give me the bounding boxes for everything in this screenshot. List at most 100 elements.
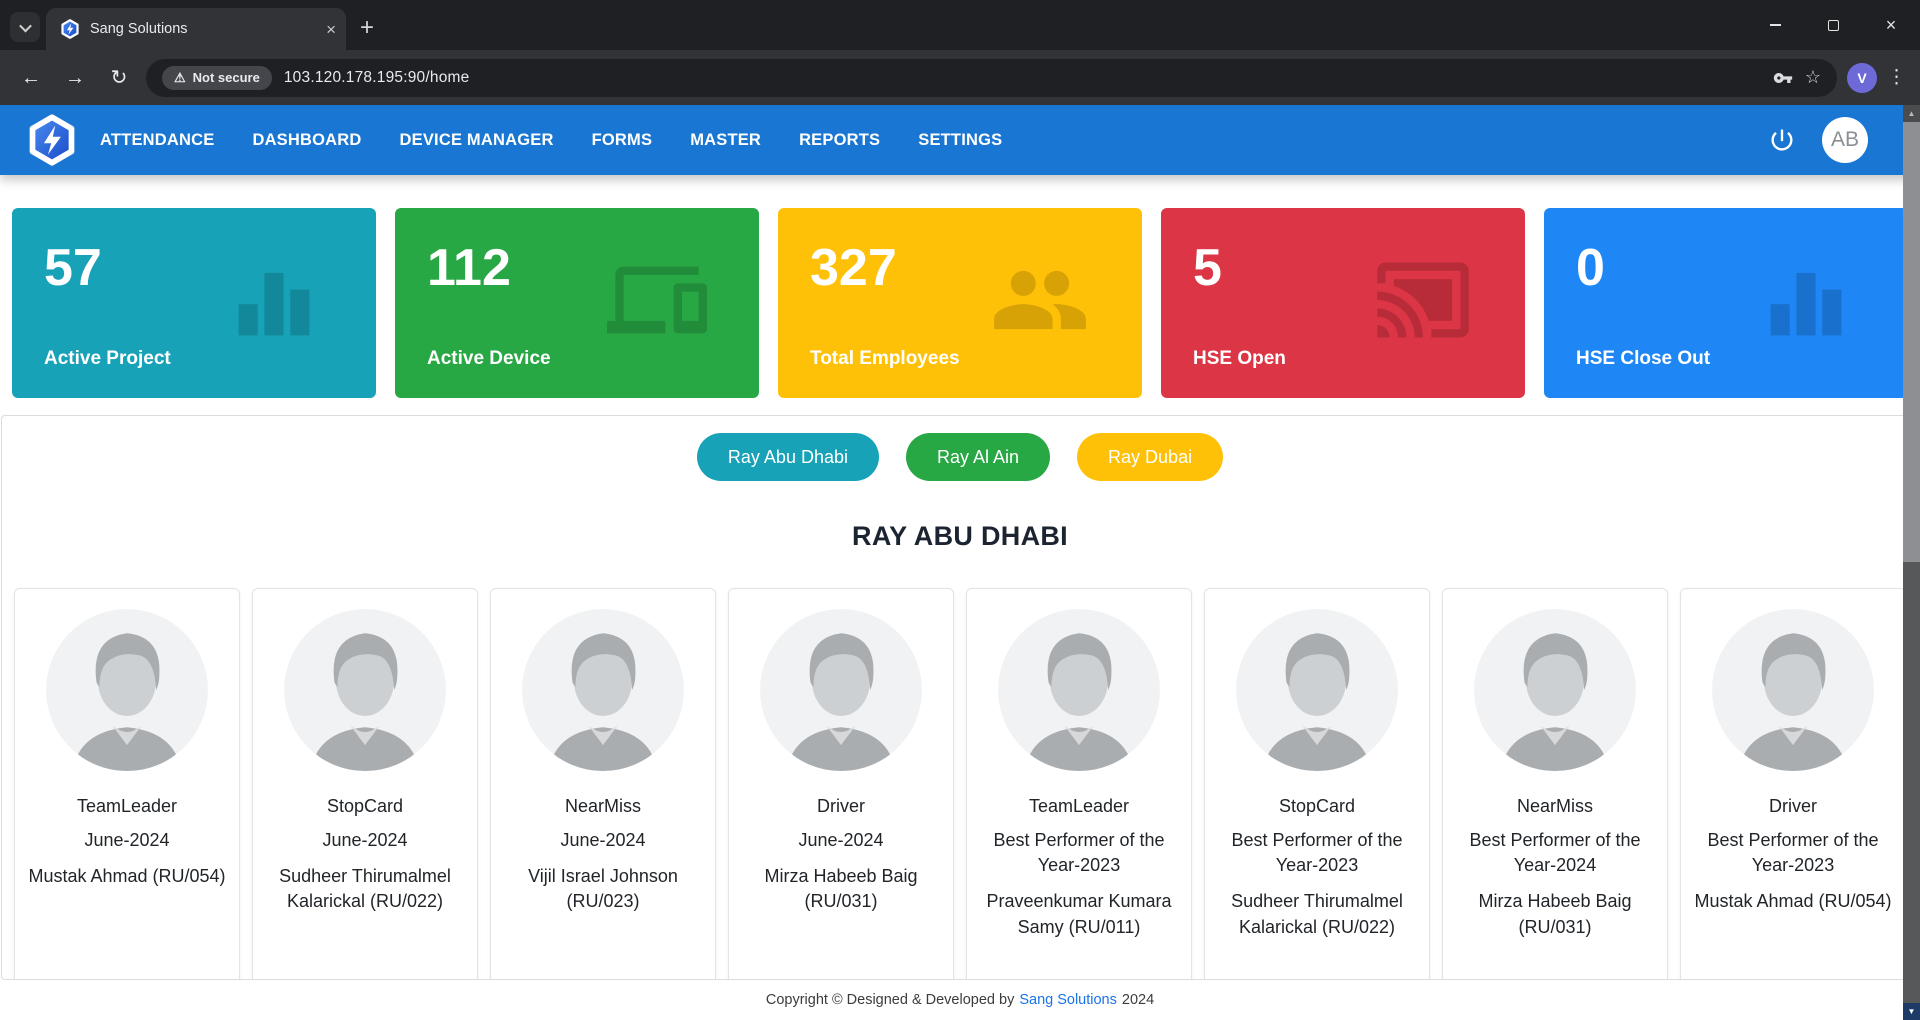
section-title: RAY ABU DHABI [852, 521, 1068, 551]
app-navbar: ATTENDANCE DASHBOARD DEVICE MANAGER FORMS MA… [0, 105, 1920, 175]
employee-card: StopCard Best Performer of the Year-2023… [1204, 588, 1430, 979]
employee-award-period: Best Performer of the Year-2024 [1469, 830, 1641, 876]
stat-value: 57 [44, 239, 102, 297]
tab-search-button[interactable] [10, 12, 40, 42]
employee-award-period: Best Performer of the Year-2023 [1707, 830, 1879, 876]
employee-card: Driver Best Performer of the Year-2023 M… [1680, 588, 1906, 979]
stat-value: 0 [1576, 239, 1605, 297]
scrollbar-thumb[interactable] [1903, 122, 1920, 562]
location-button[interactable]: Ray Al Ain [905, 433, 1051, 481]
employee-award-type: StopCard [326, 796, 404, 816]
reload-button[interactable]: ↻ [102, 61, 136, 95]
stat-card: 327 Total Employees [778, 208, 1142, 398]
stat-card: 5 HSE Open [1161, 208, 1525, 398]
person-placeholder-icon [1236, 609, 1398, 771]
employee-award-period: June-2024 [322, 830, 408, 850]
tab-title: Sang Solutions [90, 21, 188, 37]
scroll-up-arrow-icon[interactable]: ▲ [1903, 105, 1920, 122]
stat-card-icon [1373, 250, 1473, 350]
stat-card-icon [224, 250, 324, 350]
employee-award-period: Best Performer of the Year-2023 [1231, 830, 1403, 876]
stat-value: 327 [810, 239, 897, 297]
app-menu: ATTENDANCE DASHBOARD DEVICE MANAGER FORMS MA… [100, 131, 1002, 150]
page-scrollbar[interactable]: ▲ ▼ [1903, 105, 1920, 1020]
window-controls: × [1746, 0, 1920, 50]
employee-name: Sudheer Thirumalmel Kalarickal (RU/022) [279, 866, 451, 912]
employee-card: TeamLeader Best Performer of the Year-20… [966, 588, 1192, 979]
stat-label: Active Project [44, 348, 171, 369]
dashboard-panel: Ray Abu Dhabi Ray Al Ain Ray Dubai RAY ABU… [1, 415, 1919, 980]
employee-award-period: June-2024 [84, 830, 170, 850]
browser-profile-avatar[interactable]: V [1847, 62, 1877, 93]
chevron-down-icon [18, 19, 32, 32]
nav-menu-item[interactable]: FORMS [591, 130, 653, 149]
employee-name: Vijil Israel Johnson (RU/023) [528, 866, 678, 912]
back-button[interactable]: ← [14, 61, 48, 95]
person-placeholder-icon [522, 609, 684, 771]
stat-card: 0 HSE Close Out [1544, 208, 1908, 398]
browser-tab[interactable]: Sang Solutions × [46, 8, 346, 50]
stat-label: HSE Open [1193, 348, 1286, 369]
url-bar[interactable]: ⚠ Not secure 103.120.178.195:90/home ☆ [146, 58, 1837, 97]
stat-card-icon [990, 250, 1090, 350]
logout-power-icon[interactable] [1768, 126, 1796, 154]
password-key-icon[interactable] [1773, 68, 1793, 88]
employee-award-type: NearMiss [564, 796, 641, 816]
security-badge-label: Not secure [192, 70, 260, 85]
employee-card: TeamLeader June-2024 Mustak Ahmad (RU/05… [14, 588, 240, 979]
minimize-button[interactable] [1746, 0, 1804, 50]
minimize-icon [1769, 24, 1781, 26]
stat-value: 5 [1193, 239, 1222, 297]
nav-menu-item[interactable]: MASTER [690, 130, 762, 149]
employee-award-period: June-2024 [560, 830, 646, 850]
page-footer: Copyright © Designed & Developed by Sang… [0, 980, 1920, 1020]
employee-cards: TeamLeader June-2024 Mustak Ahmad (RU/05… [2, 588, 1918, 979]
employee-card: StopCard June-2024 Sudheer Thirumalmel K… [252, 588, 478, 979]
employee-name: Mirza Habeeb Baig (RU/031) [1478, 891, 1632, 937]
stat-card-icon [1756, 250, 1856, 350]
forward-button[interactable]: → [58, 61, 92, 95]
employee-award-type: TeamLeader [1028, 796, 1130, 816]
location-buttons: Ray Abu Dhabi Ray Al Ain Ray Dubai [2, 433, 1918, 481]
nav-menu-item[interactable]: REPORTS [799, 130, 881, 149]
site-favicon-icon [61, 19, 79, 39]
security-badge[interactable]: ⚠ Not secure [162, 65, 272, 90]
browser-menu-icon[interactable]: ⋮ [1887, 67, 1906, 88]
stat-label: Active Device [427, 348, 551, 369]
close-button[interactable]: × [1862, 0, 1920, 50]
nav-menu-item[interactable]: SETTINGS [918, 130, 1003, 149]
new-tab-button[interactable]: + [360, 14, 375, 41]
location-button[interactable]: Ray Dubai [1077, 433, 1224, 481]
stat-label: HSE Close Out [1576, 348, 1711, 369]
employee-award-type: TeamLeader [76, 796, 178, 816]
tab-close-icon[interactable]: × [326, 19, 336, 39]
employee-name: Mustak Ahmad (RU/054) [1694, 891, 1892, 912]
page-content: ATTENDANCE DASHBOARD DEVICE MANAGER FORMS MA… [0, 105, 1920, 1020]
footer-text: Copyright © Designed & Developed by [765, 992, 1015, 1008]
scroll-down-arrow-icon[interactable]: ▼ [1903, 1003, 1920, 1020]
person-placeholder-icon [1712, 609, 1874, 771]
stat-value: 112 [427, 239, 511, 297]
footer-year: 2024 [1121, 992, 1155, 1008]
maximize-button[interactable] [1804, 0, 1862, 50]
employee-card: Driver June-2024 Mirza Habeeb Baig (RU/0… [728, 588, 954, 979]
url-text: 103.120.178.195:90/home [283, 68, 470, 86]
employee-award-type: StopCard [1278, 796, 1356, 816]
footer-brand-link[interactable]: Sang Solutions [1019, 992, 1117, 1008]
employee-name: Sudheer Thirumalmel Kalarickal (RU/022) [1231, 891, 1403, 937]
nav-menu-item[interactable]: DEVICE MANAGER [399, 130, 554, 149]
person-placeholder-icon [1474, 609, 1636, 771]
employee-name: Mirza Habeeb Baig (RU/031) [764, 866, 918, 912]
nav-menu-item[interactable]: DASHBOARD [252, 130, 362, 149]
restore-icon [1827, 19, 1839, 31]
employee-award-type: Driver [817, 796, 865, 816]
stat-card: 112 Active Device [395, 208, 759, 398]
user-avatar[interactable]: AB [1822, 117, 1868, 163]
bookmark-star-icon[interactable]: ☆ [1804, 67, 1821, 87]
location-button[interactable]: Ray Abu Dhabi [696, 433, 879, 481]
nav-menu-item[interactable]: ATTENDANCE [100, 130, 215, 149]
employee-card: NearMiss Best Performer of the Year-2024… [1442, 588, 1668, 979]
employee-name: Praveenkumar Kumara Samy (RU/011) [986, 891, 1172, 937]
person-placeholder-icon [46, 609, 208, 771]
browser-toolbar: ← → ↻ ⚠ Not secure 103.120.178.195:90/ho… [0, 50, 1920, 105]
